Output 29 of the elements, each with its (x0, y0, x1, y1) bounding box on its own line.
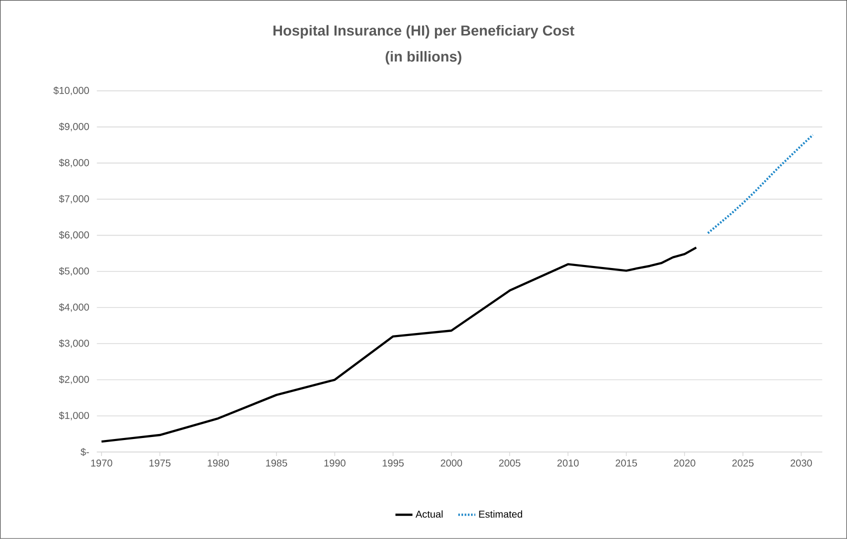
x-tick-label: 2015 (616, 460, 637, 467)
x-tick-label: 2030 (790, 460, 812, 467)
legend-label: Actual (416, 510, 443, 518)
x-tick-label: 1970 (91, 460, 112, 467)
x-tick-label: 1975 (150, 460, 170, 467)
x-tick-label: 2025 (732, 460, 754, 467)
legend-label: Estimated (479, 510, 522, 518)
y-tick-label: $7,000 (58, 194, 89, 204)
x-tick-label: 1995 (382, 460, 404, 467)
y-tick-label: $9,000 (58, 122, 89, 132)
y-tick-label: $- (80, 448, 89, 456)
x-tick-label: 2010 (557, 460, 579, 467)
x-tick-label: 2000 (440, 460, 462, 467)
y-tick-label: $3,000 (58, 339, 89, 348)
y-tick-label: $1,000 (58, 412, 89, 420)
y-tick-label: $5,000 (58, 267, 89, 276)
y-tick-label: $6,000 (58, 231, 89, 240)
y-tick-label: $10,000 (53, 86, 89, 96)
x-tick-label: 2020 (674, 460, 696, 467)
y-tick-label: $4,000 (58, 303, 89, 312)
chart-subtitle: (in billions) (386, 51, 462, 65)
chart-title: Hospital Insurance (HI) per Beneficiary Cost (273, 25, 574, 39)
line-series (100, 246, 698, 443)
x-tick-label: 1985 (266, 460, 288, 467)
x-tick-label: 1980 (208, 460, 229, 467)
y-tick-label: $8,000 (58, 158, 89, 168)
y-tick-label: $2,000 (58, 376, 89, 384)
x-tick-label: 1990 (324, 460, 346, 467)
x-tick-label: 2005 (499, 460, 520, 467)
